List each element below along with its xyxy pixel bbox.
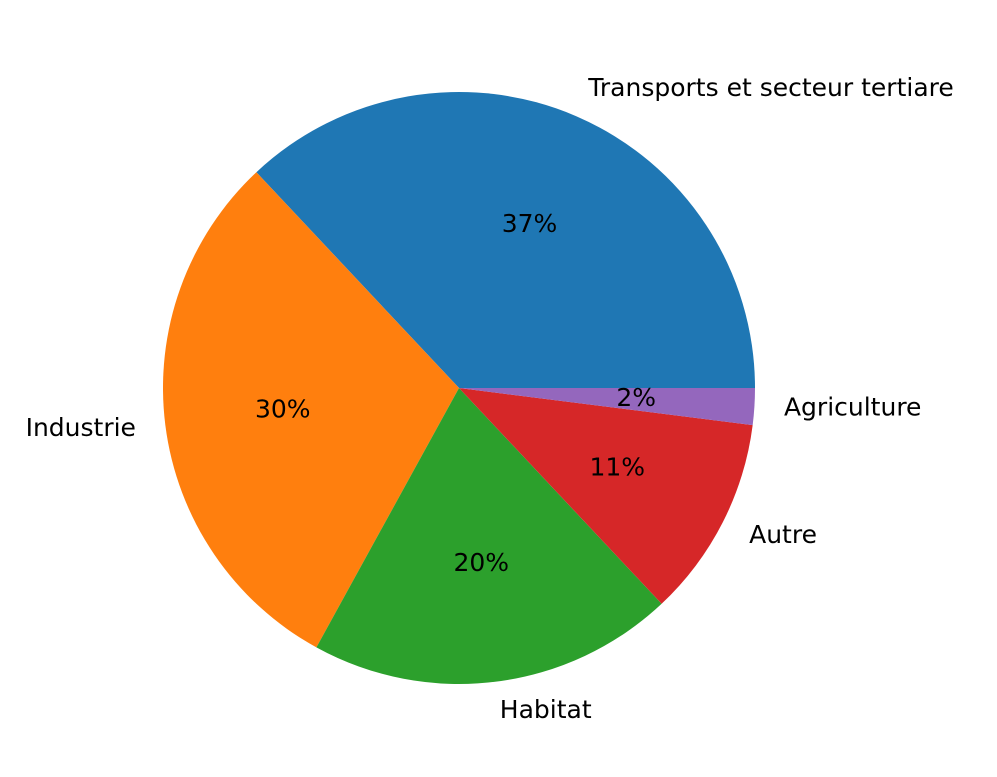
pie-slice-industrie — [163, 172, 460, 648]
slice-label-industrie: Industrie — [26, 413, 136, 442]
slice-percent-autre: 11% — [589, 453, 645, 482]
slice-percent-agriculture: 2% — [616, 383, 656, 412]
slice-percent-transports-et-secteur-tertiare: 37% — [502, 209, 558, 238]
slices-layer — [163, 91, 755, 684]
slice-label-habitat: Habitat — [500, 695, 592, 724]
pie-slice-agriculture — [459, 388, 755, 426]
slice-percent-industrie: 30% — [255, 394, 311, 423]
slice-label-transports-et-secteur-tertiare: Transports et secteur tertiare — [587, 73, 953, 102]
slice-percent-habitat: 20% — [453, 548, 509, 577]
pie-slice-autre — [459, 388, 753, 604]
pie-slice-transports-et-secteur-tertiare — [256, 91, 755, 388]
pie-slice-habitat — [316, 388, 662, 684]
labels-layer: Transports et secteur tertiare 37% Industr… — [26, 73, 954, 724]
slice-label-agriculture: Agriculture — [784, 392, 922, 421]
slice-label-autre: Autre — [749, 520, 817, 549]
